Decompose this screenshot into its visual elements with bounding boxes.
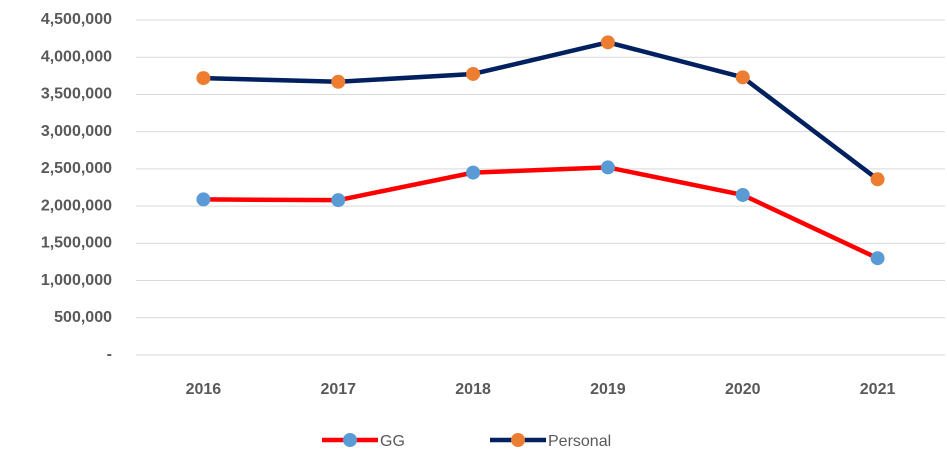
y-tick-label: 1,500,000 bbox=[41, 235, 112, 252]
y-tick-label: - bbox=[107, 346, 112, 363]
legend-marker bbox=[511, 433, 525, 447]
x-tick-label: 2020 bbox=[725, 381, 761, 398]
marker bbox=[196, 192, 211, 207]
series-line bbox=[203, 165, 879, 261]
y-tick-label: 2,500,000 bbox=[41, 160, 112, 177]
y-tick-label: 3,000,000 bbox=[41, 123, 112, 140]
y-tick-label: 500,000 bbox=[54, 309, 112, 326]
y-tick-label: 4,500,000 bbox=[41, 11, 112, 28]
marker bbox=[466, 66, 481, 81]
marker bbox=[870, 251, 885, 266]
marker bbox=[600, 160, 615, 175]
x-tick-label: 2021 bbox=[860, 381, 896, 398]
marker bbox=[735, 70, 750, 85]
marker bbox=[600, 35, 615, 50]
y-tick-label: 4,000,000 bbox=[41, 48, 112, 65]
marker bbox=[331, 193, 346, 208]
marker bbox=[331, 74, 346, 89]
legend-marker bbox=[343, 433, 357, 447]
y-tick-label: 1,000,000 bbox=[41, 272, 112, 289]
marker bbox=[196, 71, 211, 86]
series-line bbox=[203, 40, 879, 182]
y-tick-label: 3,500,000 bbox=[41, 86, 112, 103]
y-tick-label: 2,000,000 bbox=[41, 197, 112, 214]
marker bbox=[735, 187, 750, 202]
x-tick-label: 2019 bbox=[590, 381, 626, 398]
legend-label: GG bbox=[380, 433, 405, 450]
marker bbox=[870, 172, 885, 187]
legend-label: Personal bbox=[548, 433, 611, 450]
marker bbox=[466, 165, 481, 180]
x-tick-label: 2017 bbox=[320, 381, 356, 398]
x-tick-label: 2018 bbox=[455, 381, 491, 398]
x-tick-label: 2016 bbox=[186, 381, 222, 398]
